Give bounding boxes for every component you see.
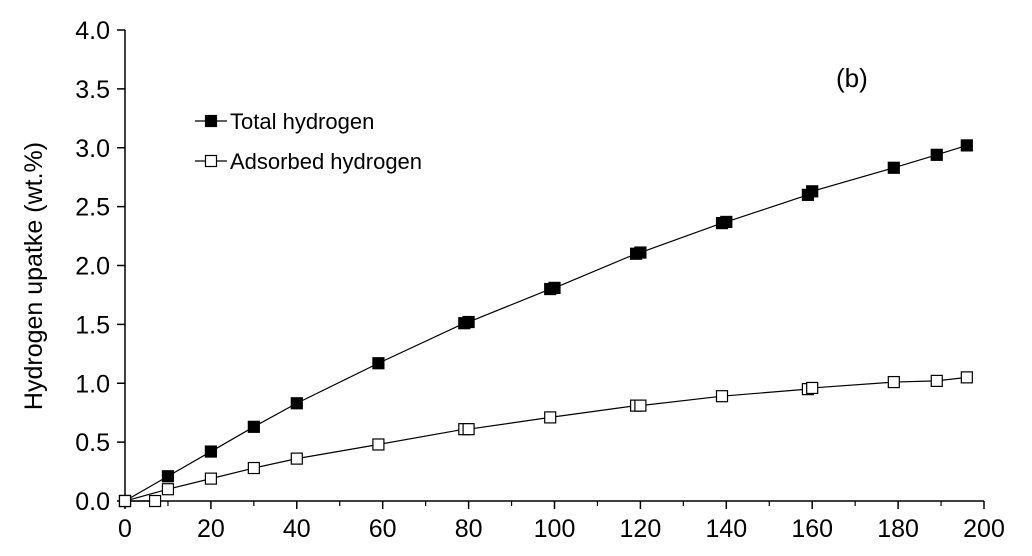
y-tick-label: 2.0: [75, 253, 110, 281]
series-total-hydrogen: [118, 139, 973, 508]
data-point: [161, 483, 175, 496]
x-tick-label: 160: [791, 515, 833, 543]
series-line: [124, 144, 967, 502]
y-tick-label: 1.5: [75, 311, 110, 339]
data-point: [247, 461, 260, 475]
x-tick-label: 200: [963, 515, 1005, 543]
series-line: [124, 376, 967, 502]
data-point: [720, 215, 733, 229]
x-tick-label: 60: [369, 515, 397, 543]
legend-item: Adsorbed hydrogen: [195, 149, 422, 174]
y-tick-label: 0.0: [75, 488, 110, 516]
data-point: [960, 139, 973, 152]
data-point: [715, 390, 729, 403]
legend: Total hydrogen Adsorbed hydrogen: [195, 109, 422, 174]
x-tick-label: 20: [197, 515, 225, 543]
legend-marker: [204, 154, 218, 168]
legend-marker: [204, 114, 218, 128]
panel-annotation: (b): [836, 63, 868, 93]
legend-item: Total hydrogen: [195, 109, 374, 134]
y-axis-title: Hydrogen upatke (wt.%): [20, 142, 48, 410]
x-tick-label: 180: [877, 515, 919, 543]
x-tick-label: 40: [283, 515, 311, 543]
data-point: [118, 494, 132, 508]
data-point: [148, 494, 162, 508]
y-tick-label: 3.0: [75, 135, 110, 163]
data-point: [462, 315, 475, 329]
y-tick-label: 4.0: [75, 17, 110, 45]
plot-area: 0 20 40 60 80 100 120 140 160 180 200 0.0 0.5 1.0 1.5…: [75, 17, 1005, 543]
data-point: [930, 148, 943, 161]
y-tick-label: 0.5: [75, 429, 110, 457]
y-tick-label: 1.0: [75, 370, 110, 398]
x-tick-label: 120: [620, 515, 662, 543]
data-point: [548, 281, 561, 294]
series-layer: [118, 139, 973, 508]
series-adsorbed-hydrogen: [118, 371, 973, 508]
y-tick-label: 3.5: [75, 76, 110, 104]
x-ticks: 0 20 40 60 80 100 120 140 160 180 200: [118, 501, 1005, 543]
legend-label: Total hydrogen: [230, 109, 374, 134]
data-point: [290, 452, 303, 465]
data-point: [247, 420, 260, 433]
data-point: [634, 246, 647, 259]
x-tick-label: 140: [705, 515, 747, 543]
y-tick-label: 2.5: [75, 194, 110, 222]
data-point: [161, 470, 175, 483]
x-tick-label: 80: [455, 515, 483, 543]
data-point: [204, 445, 217, 458]
data-point: [372, 438, 385, 451]
x-tick-label: 100: [534, 515, 576, 543]
data-point: [806, 185, 819, 198]
data-point: [372, 357, 385, 370]
data-point: [634, 399, 647, 412]
y-ticks: 0.0 0.5 1.0 1.5 2.0 2.5 3.0 3.5 4.0: [75, 17, 125, 516]
data-point: [462, 423, 475, 436]
data-point: [887, 375, 900, 389]
data-point: [930, 374, 943, 387]
data-point: [204, 472, 217, 485]
data-point: [290, 397, 303, 410]
legend-label: Adsorbed hydrogen: [230, 149, 422, 174]
data-point: [887, 161, 900, 174]
data-point: [960, 371, 973, 384]
data-point: [544, 411, 557, 424]
data-point: [806, 381, 819, 395]
x-tick-label: 0: [118, 515, 132, 543]
